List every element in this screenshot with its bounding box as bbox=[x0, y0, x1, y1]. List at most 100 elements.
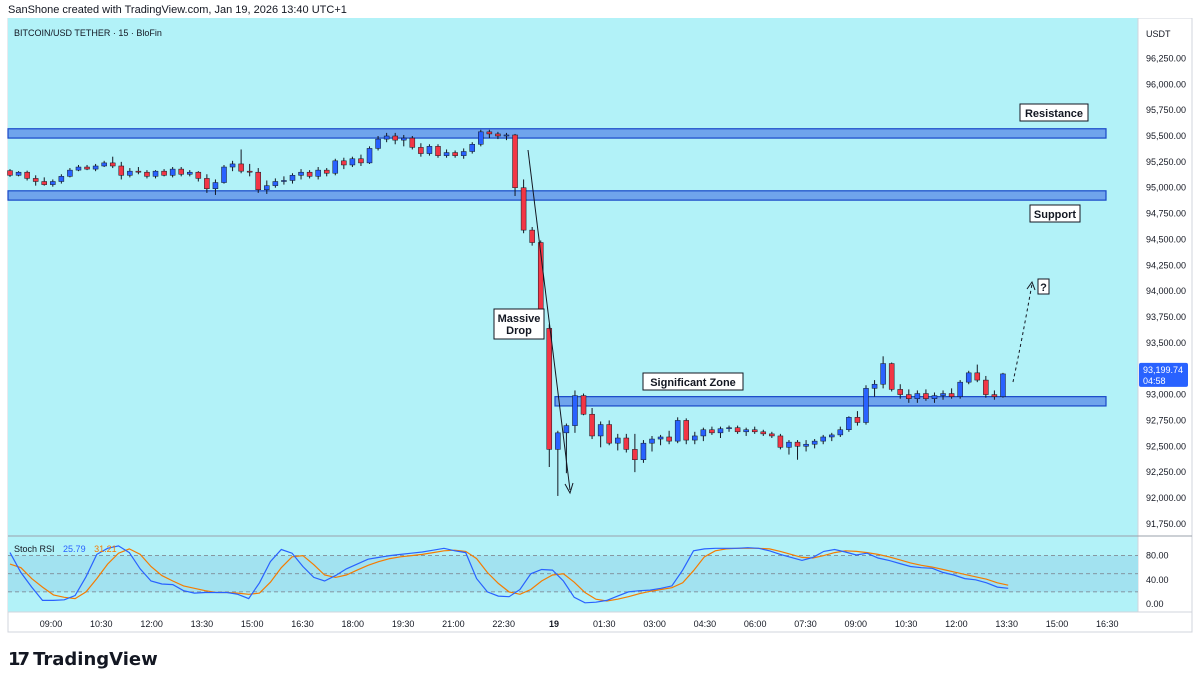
candle-body bbox=[777, 435, 784, 448]
price-tick-label: 96,000.00 bbox=[1146, 79, 1186, 89]
candle-body bbox=[161, 170, 167, 176]
price-tick-label: 92,750.00 bbox=[1146, 415, 1186, 425]
candle-body bbox=[632, 449, 638, 460]
candle-body bbox=[649, 438, 655, 444]
significant-zone-label-box bbox=[642, 372, 744, 391]
candle-body bbox=[606, 424, 612, 444]
candle-body bbox=[7, 170, 13, 176]
candle-body bbox=[169, 168, 176, 176]
candle-body bbox=[212, 182, 219, 189]
candle-body bbox=[965, 372, 972, 383]
candle-body bbox=[751, 429, 758, 433]
candle-body bbox=[871, 383, 878, 389]
price-tick-label: 94,500.00 bbox=[1146, 234, 1186, 244]
price-tick-label: 95,500.00 bbox=[1146, 131, 1186, 141]
candle-body bbox=[555, 432, 561, 450]
symbol-line: BITCOIN/USD TETHER · 15 · BloFin bbox=[14, 28, 162, 38]
candle-body bbox=[811, 440, 818, 445]
candle-body bbox=[991, 394, 998, 397]
price-tick-label: 94,750.00 bbox=[1146, 209, 1186, 219]
chart-header-credit: SanShone created with TradingView.com, J… bbox=[8, 4, 347, 16]
candle-body bbox=[152, 170, 159, 177]
candle-body bbox=[92, 165, 99, 170]
candle-body bbox=[563, 425, 570, 434]
rsi-k-line bbox=[9, 545, 1009, 604]
question-label: ? bbox=[1040, 282, 1047, 294]
candle-body bbox=[144, 171, 150, 177]
candle-body bbox=[443, 152, 450, 156]
candle-body bbox=[674, 420, 681, 442]
candle-body bbox=[272, 181, 279, 186]
chart-area[interactable]: BITCOIN/USD TETHER · 15 · BloFin USDT 96… bbox=[0, 17, 1200, 636]
tradingview-logo-icon: 17 bbox=[8, 648, 30, 670]
candle-body bbox=[854, 417, 861, 423]
time-axis-label: 10:30 bbox=[895, 619, 918, 629]
candle-body bbox=[41, 181, 47, 185]
candle-body bbox=[769, 433, 775, 437]
candle-body bbox=[187, 171, 193, 175]
candle-body bbox=[512, 134, 518, 188]
candle-body bbox=[1000, 373, 1006, 397]
time-axis-label: 12:00 bbox=[140, 619, 163, 629]
projection-arrow bbox=[1012, 283, 1033, 383]
candle-body bbox=[178, 168, 184, 175]
candle-body bbox=[315, 169, 321, 177]
price-tick-label: 93,000.00 bbox=[1146, 390, 1186, 400]
candle-body bbox=[623, 437, 630, 450]
candle-body bbox=[341, 160, 347, 166]
candle-body bbox=[897, 389, 903, 395]
candle-body bbox=[846, 417, 852, 430]
massive-drop-label-line1: Massive bbox=[498, 313, 541, 325]
zone-significant-zone bbox=[554, 396, 1107, 407]
candle-body bbox=[289, 175, 296, 181]
price-tick-label: 95,000.00 bbox=[1146, 183, 1186, 193]
candle-body bbox=[67, 169, 73, 177]
candle-body bbox=[118, 165, 125, 176]
candle-body bbox=[264, 185, 270, 191]
candle-body bbox=[931, 395, 938, 399]
candle-body bbox=[221, 166, 227, 183]
candle-body bbox=[255, 171, 261, 191]
price-pane-background bbox=[8, 18, 1138, 536]
candle-body bbox=[486, 131, 493, 135]
zone-resistance bbox=[7, 128, 1107, 139]
candle-body bbox=[195, 171, 202, 179]
candle-body bbox=[709, 429, 715, 434]
candle-body bbox=[880, 363, 886, 385]
candle-body bbox=[829, 434, 835, 438]
candle-body bbox=[306, 171, 313, 177]
massive-drop-arrow bbox=[527, 149, 571, 491]
rsi-tick-label: 40.00 bbox=[1146, 575, 1169, 585]
candle-body bbox=[974, 372, 981, 381]
candle-body bbox=[358, 158, 364, 164]
candle-body bbox=[495, 133, 501, 137]
candle-body bbox=[238, 163, 244, 172]
candle-body bbox=[409, 137, 416, 148]
projection-arrowhead bbox=[1026, 280, 1036, 291]
candle-body bbox=[127, 170, 133, 176]
candle-body bbox=[580, 395, 587, 415]
candle-body bbox=[786, 441, 792, 448]
candle-body bbox=[734, 427, 741, 433]
candle-body bbox=[589, 413, 595, 437]
candle-body bbox=[50, 181, 56, 185]
resistance-label-box bbox=[1019, 103, 1089, 122]
price-tick-label: 92,250.00 bbox=[1146, 467, 1186, 477]
candle-body bbox=[58, 176, 65, 182]
massive-drop-label-box bbox=[493, 308, 545, 340]
candle-body bbox=[717, 428, 724, 434]
candle-body bbox=[597, 424, 604, 437]
significant-zone-label: Significant Zone bbox=[650, 377, 736, 389]
time-axis-label: 21:00 bbox=[442, 619, 465, 629]
chart-svg[interactable]: BITCOIN/USD TETHER · 15 · BloFin USDT 96… bbox=[0, 17, 1200, 636]
candle-body bbox=[666, 436, 672, 442]
candle-body bbox=[101, 162, 107, 167]
candle-body bbox=[700, 429, 707, 437]
candle-body bbox=[435, 146, 441, 156]
price-tick-label: 92,500.00 bbox=[1146, 441, 1186, 451]
resistance-label: Resistance bbox=[1025, 108, 1083, 120]
time-axis-label: 18:00 bbox=[342, 619, 365, 629]
candle-body bbox=[957, 381, 963, 397]
rsi-d-value: 31.21 bbox=[94, 544, 117, 554]
candle-body bbox=[948, 393, 955, 397]
